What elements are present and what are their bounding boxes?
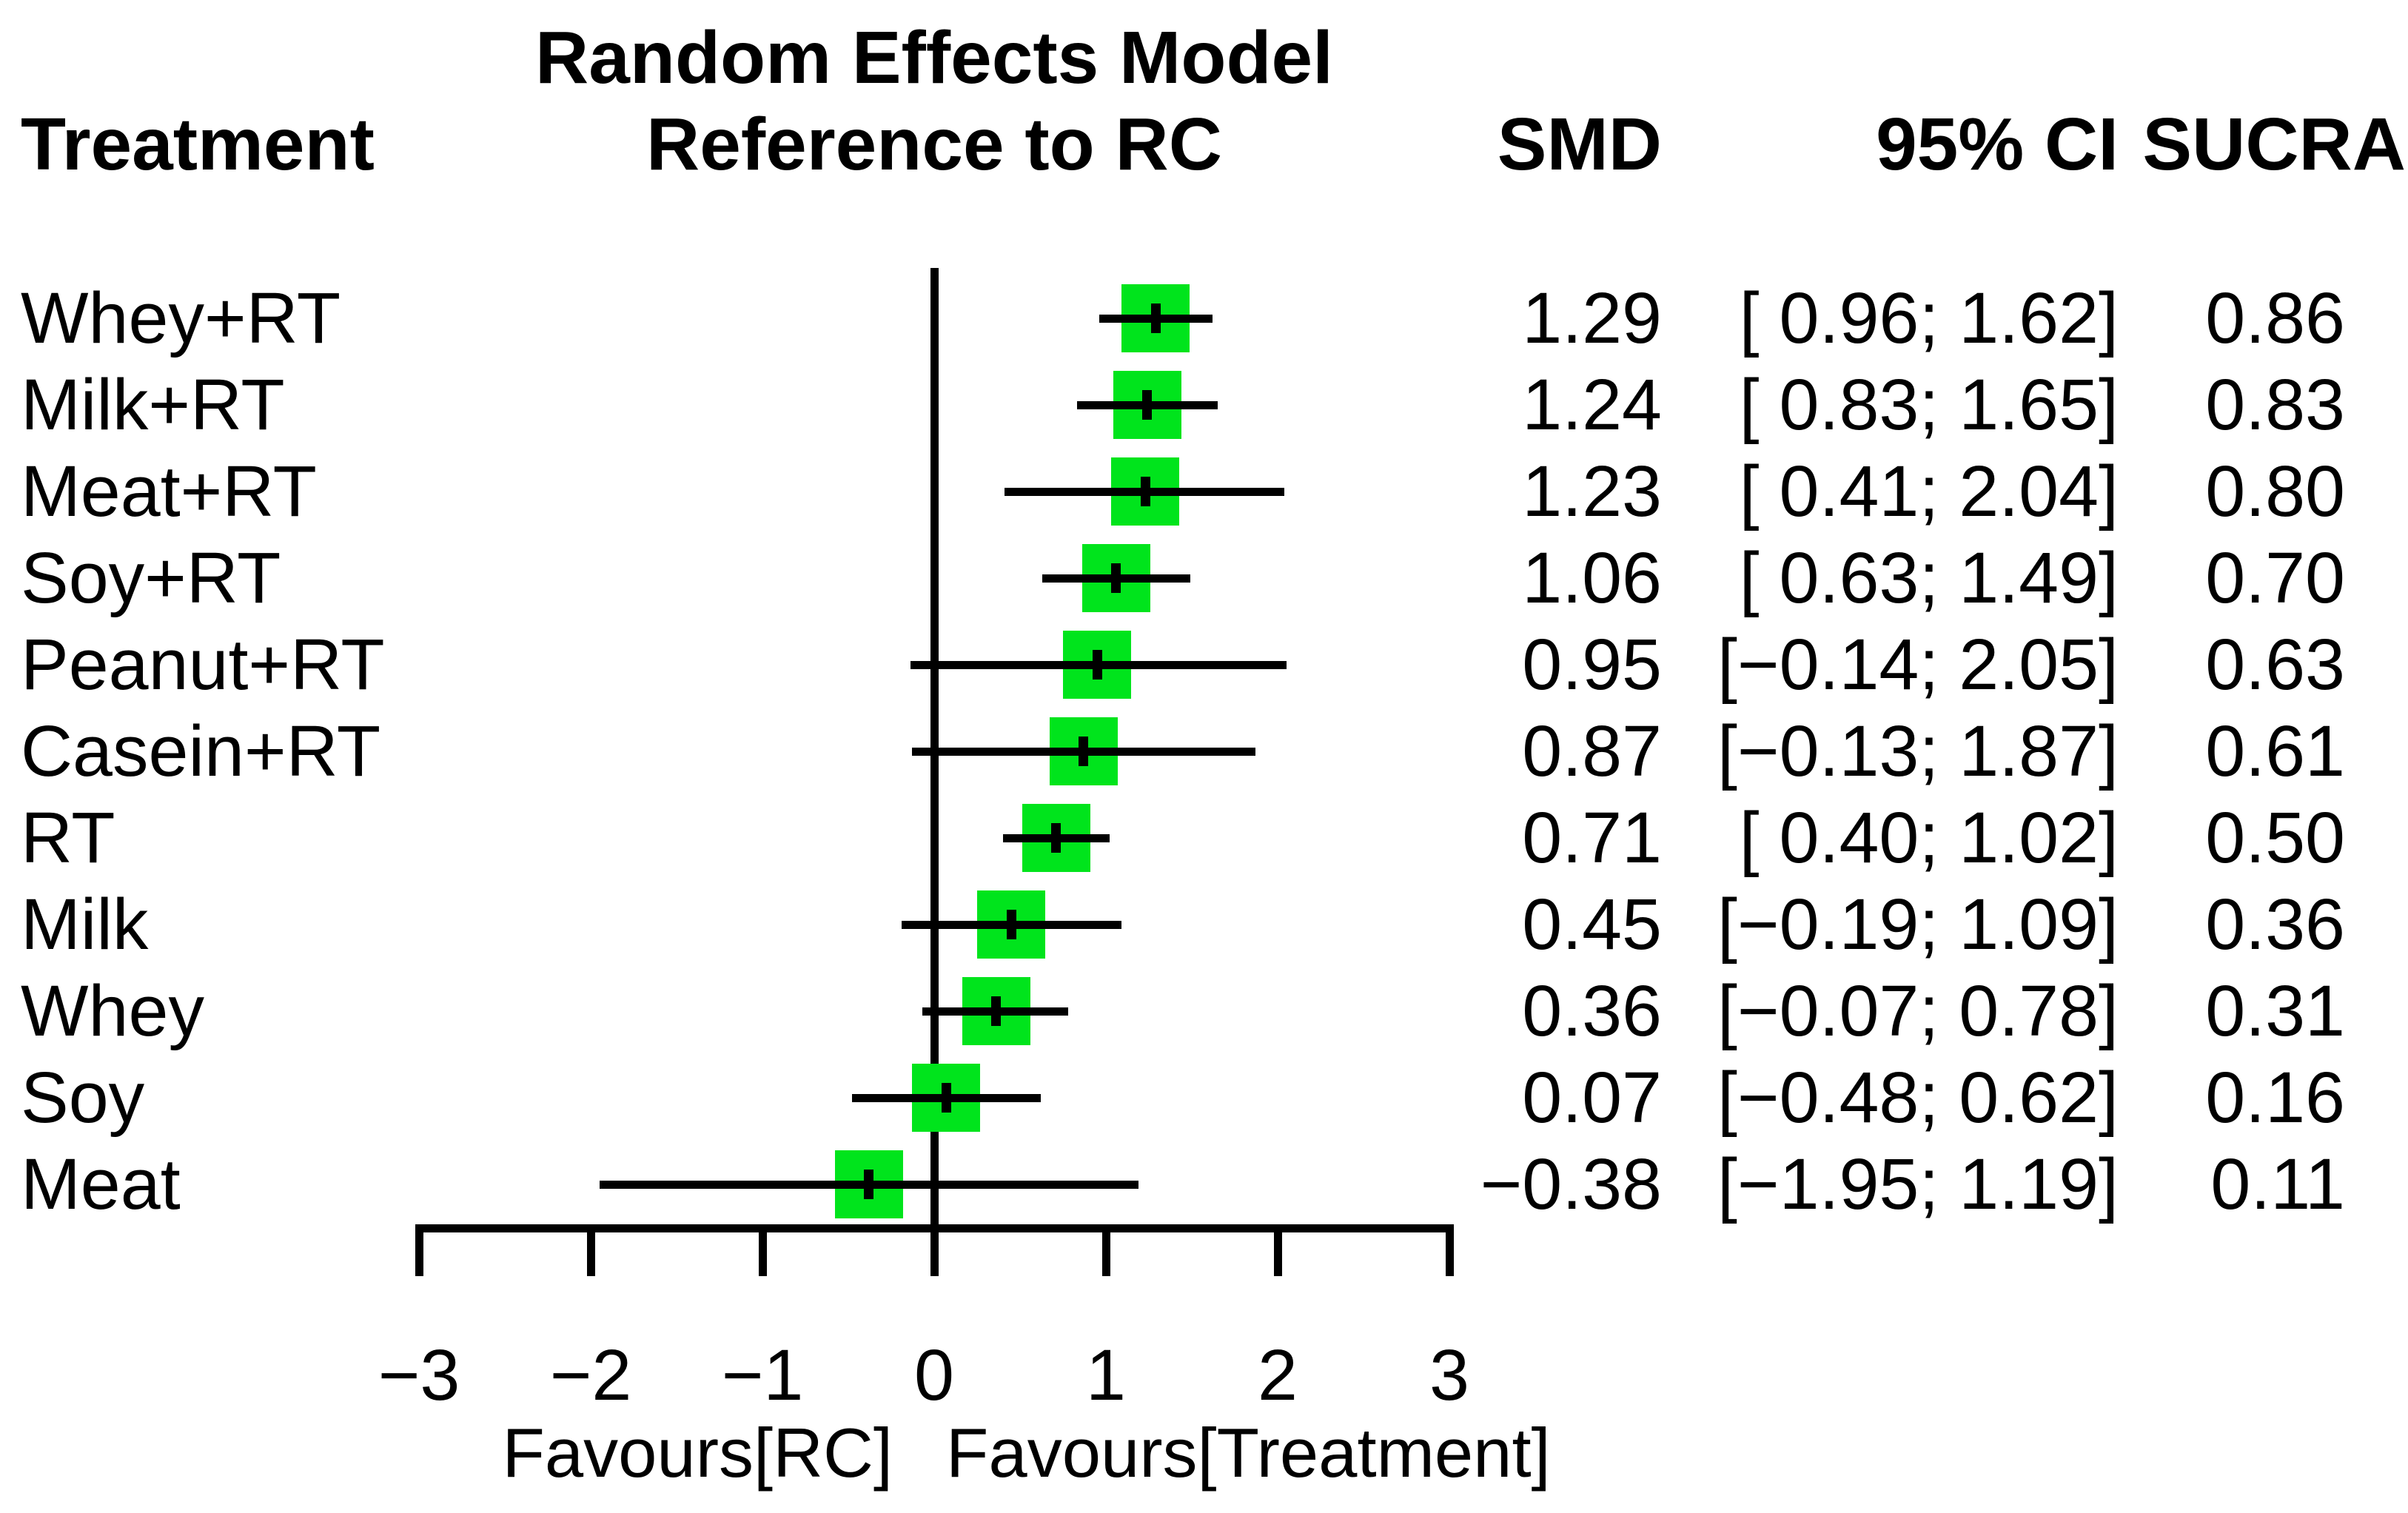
smd-value: 0.71: [1522, 797, 1662, 878]
x-tick: [415, 1224, 423, 1276]
sucra-value: 0.50: [2205, 797, 2345, 878]
sucra-value: 0.61: [2205, 711, 2345, 791]
sucra-value: 0.16: [2205, 1057, 2345, 1138]
sucra-value: 0.36: [2205, 884, 2345, 965]
x-tick-label: 2: [1258, 1335, 1298, 1415]
ci-value: [ 0.40; 1.02]: [1739, 797, 2119, 878]
point-estimate-tick: [1051, 823, 1062, 853]
smd-value: 1.29: [1522, 278, 1662, 358]
point-estimate-tick: [1006, 910, 1016, 939]
point-estimate-tick: [1150, 303, 1161, 333]
treatment-label: RT: [21, 797, 115, 878]
ci-value: [ 0.96; 1.62]: [1739, 278, 2119, 358]
smd-value: 0.87: [1522, 711, 1662, 791]
ci-value: [−0.13; 1.87]: [1717, 711, 2119, 791]
x-tick: [1273, 1224, 1282, 1276]
column-header-treatment: Treatment: [21, 103, 375, 186]
treatment-label: Meat+RT: [21, 451, 317, 531]
x-tick: [1445, 1224, 1454, 1276]
ci-value: [−0.19; 1.09]: [1717, 884, 2119, 965]
ci-value: [ 0.83; 1.65]: [1739, 364, 2119, 445]
ci-value: [−0.07; 0.78]: [1717, 970, 2119, 1051]
x-tick: [1101, 1224, 1110, 1276]
sucra-value: 0.83: [2205, 364, 2345, 445]
point-estimate-tick: [1142, 390, 1153, 420]
favours-left-label: Favours[RC]: [502, 1414, 893, 1492]
smd-value: 0.45: [1522, 884, 1662, 965]
smd-value: 1.06: [1522, 537, 1662, 618]
treatment-label: Milk: [21, 884, 149, 965]
smd-value: 1.24: [1522, 364, 1662, 445]
x-tick: [758, 1224, 767, 1276]
smd-value: −0.38: [1480, 1144, 1662, 1224]
sucra-value: 0.80: [2205, 451, 2345, 531]
treatment-label: Peanut+RT: [21, 624, 385, 705]
point-estimate-tick: [1111, 563, 1121, 593]
x-tick-label: −2: [549, 1335, 632, 1415]
sucra-value: 0.31: [2205, 970, 2345, 1051]
point-estimate-tick: [1092, 650, 1102, 680]
treatment-label: Meat: [21, 1144, 181, 1224]
treatment-label: Casein+RT: [21, 711, 381, 791]
ci-value: [ 0.41; 2.04]: [1739, 451, 2119, 531]
x-tick-label: −1: [721, 1335, 804, 1415]
ci-value: [−1.95; 1.19]: [1717, 1144, 2119, 1224]
column-header-ci: 95% CI: [1876, 103, 2119, 186]
column-header-sucra: SUCRA: [2142, 103, 2406, 186]
treatment-label: Whey: [21, 970, 204, 1051]
ci-value: [ 0.63; 1.49]: [1739, 537, 2119, 618]
treatment-label: Soy: [21, 1057, 145, 1138]
sucra-value: 0.70: [2205, 537, 2345, 618]
smd-value: 0.36: [1522, 970, 1662, 1051]
sucra-value: 0.11: [2210, 1144, 2345, 1224]
x-tick: [586, 1224, 595, 1276]
treatment-label: Soy+RT: [21, 537, 281, 618]
chart-title-line1: Random Effects Model: [535, 16, 1333, 99]
chart-title-line2: Reference to RC: [646, 103, 1222, 186]
x-tick-label: 0: [914, 1335, 954, 1415]
ci-value: [−0.14; 2.05]: [1717, 624, 2119, 705]
sucra-value: 0.63: [2205, 624, 2345, 705]
sucra-value: 0.86: [2205, 278, 2345, 358]
treatment-label: Whey+RT: [21, 278, 341, 358]
point-estimate-tick: [1079, 737, 1089, 766]
favours-right-label: Favours[Treatment]: [946, 1414, 1551, 1492]
column-header-smd: SMD: [1497, 103, 1662, 186]
x-tick: [930, 1224, 939, 1276]
smd-value: 0.95: [1522, 624, 1662, 705]
treatment-label: Milk+RT: [21, 364, 285, 445]
point-estimate-tick: [864, 1170, 874, 1199]
x-tick-label: 1: [1086, 1335, 1126, 1415]
x-tick-label: 3: [1429, 1335, 1469, 1415]
smd-value: 1.23: [1522, 451, 1662, 531]
x-tick-label: −3: [378, 1335, 460, 1415]
point-estimate-tick: [991, 996, 1002, 1026]
smd-value: 0.07: [1522, 1057, 1662, 1138]
point-estimate-tick: [1140, 477, 1150, 506]
point-estimate-tick: [941, 1083, 951, 1113]
ci-value: [−0.48; 0.62]: [1717, 1057, 2119, 1138]
